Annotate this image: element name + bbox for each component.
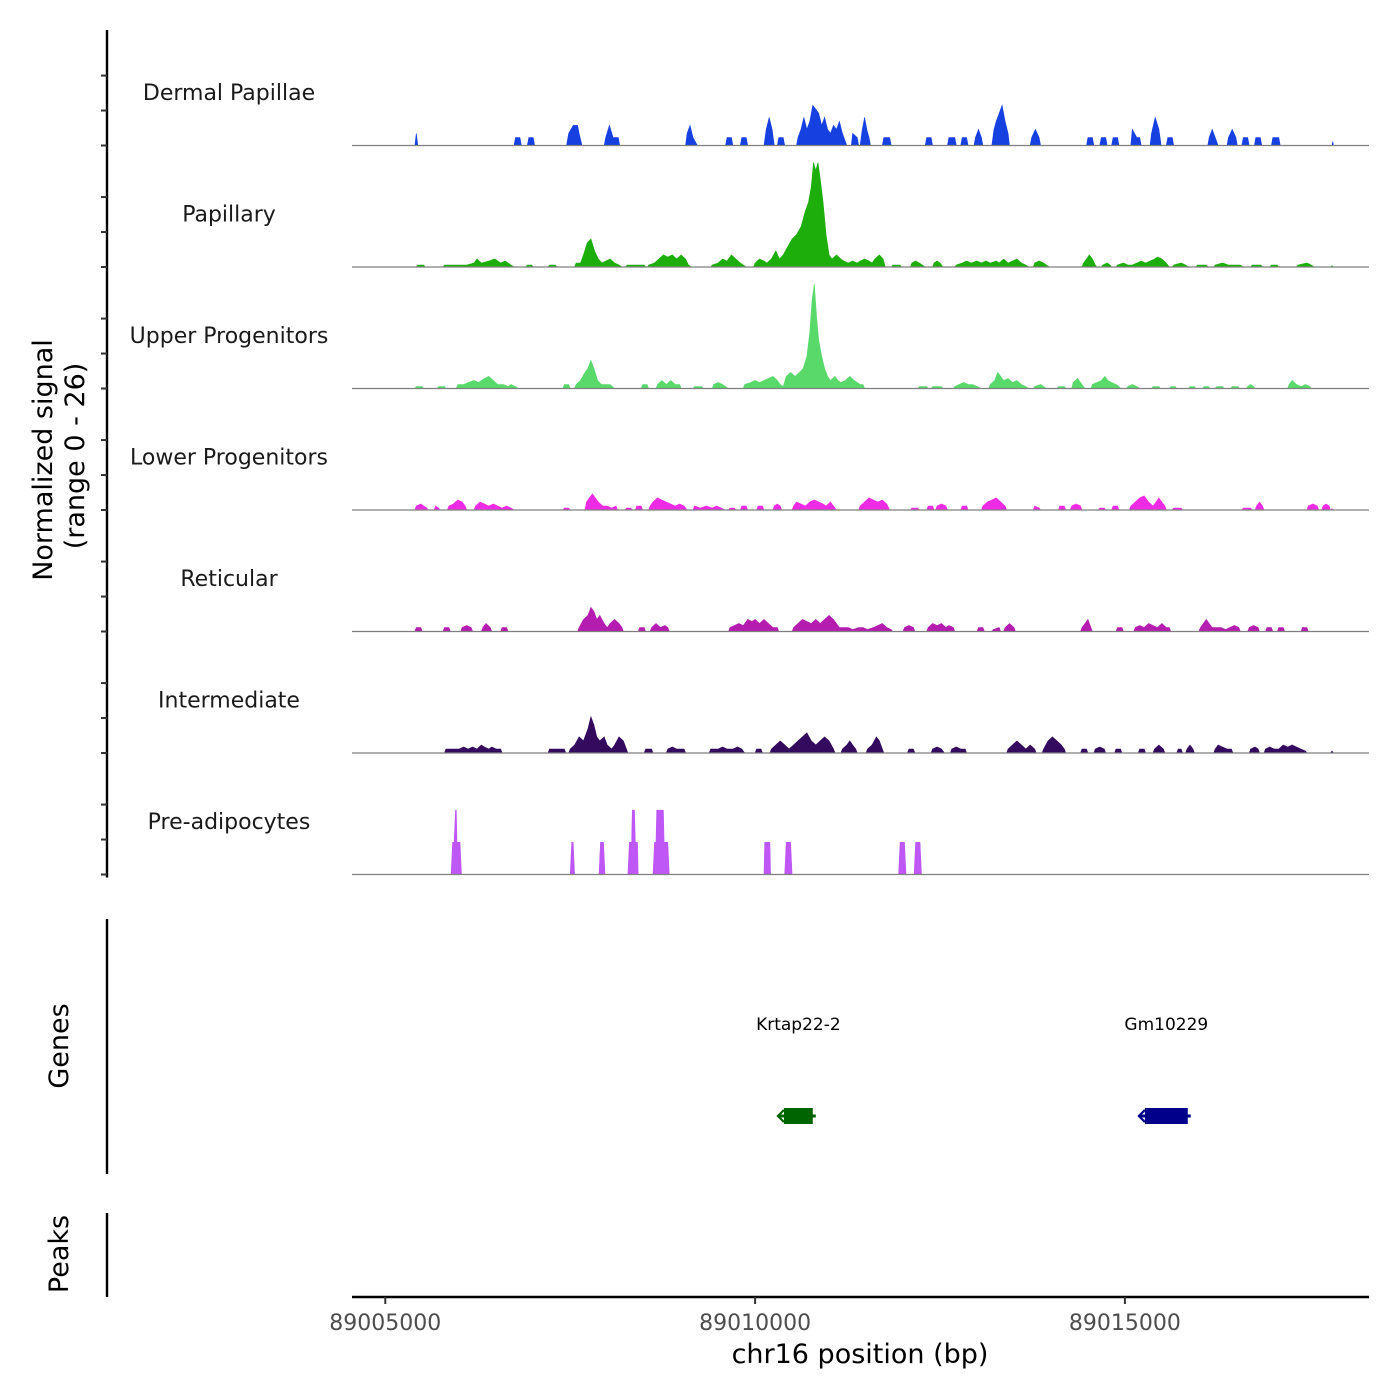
gene-strand-arrow-gm10229 xyxy=(1137,1109,1146,1123)
track-label-pre-adipocytes: Pre-adipocytes xyxy=(148,810,311,835)
signal-area-dermal-papillae xyxy=(414,104,1334,146)
track-label-upper-progenitors: Upper Progenitors xyxy=(130,324,329,349)
gene-gm10229: Gm10229 xyxy=(1124,1015,1208,1124)
signal-area-lower-progenitors xyxy=(414,493,1335,511)
track-label-dermal-papillae: Dermal Papillae xyxy=(143,81,315,106)
signal-y-axis-range: (range 0 - 26) xyxy=(60,363,91,550)
track-upper-progenitors: Upper Progenitors xyxy=(130,283,1369,390)
signal-area-papillary xyxy=(415,162,1335,268)
signal-area-reticular xyxy=(414,606,1309,632)
signal-y-axis xyxy=(101,30,109,878)
track-label-reticular: Reticular xyxy=(180,567,278,592)
track-label-lower-progenitors: Lower Progenitors xyxy=(130,446,328,471)
signal-area-pre-adipocytes xyxy=(450,809,922,875)
gene-exon-gm10229 xyxy=(1144,1108,1188,1124)
signal-area-intermediate xyxy=(444,715,1335,754)
track-label-intermediate: Intermediate xyxy=(158,689,300,714)
x-axis-title: chr16 position (bp) xyxy=(732,1339,989,1370)
track-pre-adipocytes: Pre-adipocytes xyxy=(148,809,1369,876)
gene-strand-arrow-krtap22-2 xyxy=(776,1109,785,1123)
signal-tracks: Dermal Papillae Papillary Upper Progenitor… xyxy=(130,81,1369,876)
genes-track-title: Genes xyxy=(44,1003,75,1088)
track-label-papillary: Papillary xyxy=(182,203,276,228)
track-intermediate: Intermediate xyxy=(158,689,1369,754)
track-dermal-papillae: Dermal Papillae xyxy=(143,81,1369,147)
x-axis-tick-label: 89005000 xyxy=(329,1311,441,1336)
gene-krtap22-2: Krtap22-2 xyxy=(756,1015,841,1124)
gene-label-gm10229: Gm10229 xyxy=(1124,1015,1208,1035)
x-axis-tick-label: 89010000 xyxy=(699,1311,811,1336)
peaks-track-title: Peaks xyxy=(44,1215,75,1293)
track-papillary: Papillary xyxy=(182,162,1369,268)
gene-exon-krtap22-2 xyxy=(783,1108,813,1124)
genes-track: Krtap22-2 Gm10229 xyxy=(105,919,1208,1174)
x-axis-tick-label: 89015000 xyxy=(1069,1311,1181,1336)
track-lower-progenitors: Lower Progenitors xyxy=(130,446,1369,511)
signal-area-upper-progenitors xyxy=(414,283,1312,389)
gene-label-krtap22-2: Krtap22-2 xyxy=(756,1015,841,1035)
x-axis: 89005000 89010000 89015000 xyxy=(329,1295,1369,1336)
track-reticular: Reticular xyxy=(180,567,1369,633)
signal-y-axis-title: Normalized signal xyxy=(28,339,59,581)
